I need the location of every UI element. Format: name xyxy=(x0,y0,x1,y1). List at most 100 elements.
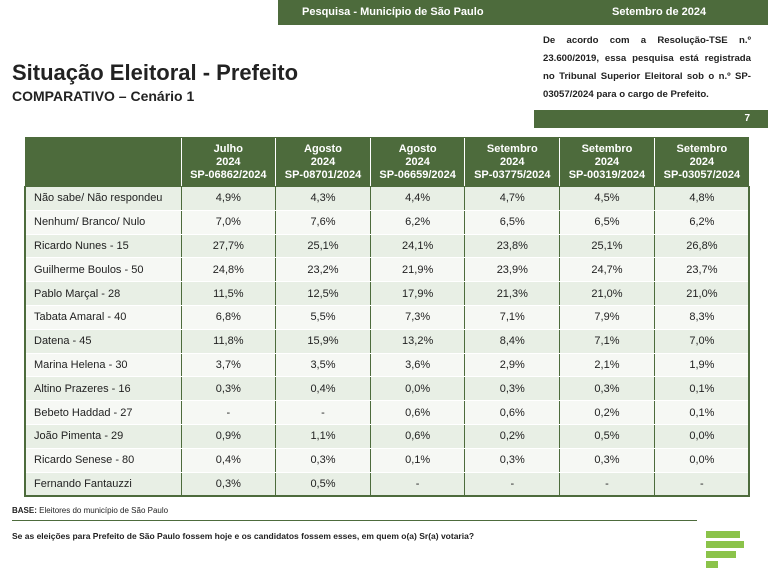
value-cell: 0,0% xyxy=(369,376,465,402)
column-header-month: Setembro xyxy=(581,142,633,155)
divider xyxy=(12,520,697,521)
row-label: Nenhum/ Branco/ Nulo xyxy=(25,210,181,235)
table-row: Ricardo Senese - 80 0,4% 0,3% 0,1% 0,3% 0,3% 0… xyxy=(25,448,749,473)
value-cell: - xyxy=(369,472,465,497)
logo-bar-3 xyxy=(706,551,736,558)
value-cell: - xyxy=(275,400,371,425)
column-header-month: Julho xyxy=(213,142,243,155)
value-cell: 0,6% xyxy=(369,424,465,449)
value-cell: 3,7% xyxy=(180,353,276,378)
row-label: João Pimenta - 29 xyxy=(25,424,181,449)
value-cell: 2,1% xyxy=(559,353,655,378)
column-header-year: 2024 xyxy=(310,155,336,168)
column-header-code: SP-03775/2024 xyxy=(474,168,551,181)
row-label: Marina Helena - 30 xyxy=(25,353,181,378)
comparison-table: Julho 2024 SP-06862/2024 Agosto 2024 SP-08701… xyxy=(24,137,750,497)
header-bar: Pesquisa - Município de São Paulo Setemb… xyxy=(278,0,768,25)
table-row: Guilherme Boulos - 50 24,8% 23,2% 21,9% 23,9… xyxy=(25,257,749,283)
table-row: João Pimenta - 29 0,9% 1,1% 0,6% 0,2% 0,5% 0,0… xyxy=(25,424,749,449)
base-label: BASE: xyxy=(12,506,37,515)
column-header-year: 2024 xyxy=(594,155,620,168)
value-cell: 1,9% xyxy=(653,353,749,378)
value-cell: 7,9% xyxy=(559,305,655,330)
value-cell: 23,8% xyxy=(464,234,560,259)
page-number-bar: 7 xyxy=(534,110,768,128)
value-cell: 8,4% xyxy=(464,329,560,354)
value-cell: 0,4% xyxy=(275,376,371,402)
value-cell: 0,3% xyxy=(464,448,560,473)
row-label: Ricardo Senese - 80 xyxy=(25,448,181,473)
value-cell: 0,3% xyxy=(559,448,655,473)
row-label: Ricardo Nunes - 15 xyxy=(25,234,181,259)
value-cell: 11,8% xyxy=(180,329,276,354)
value-cell: 7,1% xyxy=(559,329,655,354)
value-cell: 13,2% xyxy=(369,329,465,354)
value-cell: 4,4% xyxy=(369,187,465,211)
value-cell: 23,7% xyxy=(653,257,749,283)
table-header-row: Julho 2024 SP-06862/2024 Agosto 2024 SP-08701… xyxy=(25,137,749,187)
survey-date: Setembro de 2024 xyxy=(612,6,707,18)
value-cell: - xyxy=(464,472,560,497)
logo-bar-2 xyxy=(706,541,744,548)
value-cell: 6,2% xyxy=(369,210,465,235)
value-cell: 0,1% xyxy=(369,448,465,473)
value-cell: 24,1% xyxy=(369,234,465,259)
table-row: Ricardo Nunes - 15 27,7% 25,1% 24,1% 23,8% 25… xyxy=(25,234,749,259)
table-row: Pablo Marçal - 28 11,5% 12,5% 17,9% 21,3% 21,… xyxy=(25,281,749,306)
value-cell: 0,0% xyxy=(653,424,749,449)
value-cell: 0,6% xyxy=(369,400,465,425)
value-cell: 24,8% xyxy=(180,257,276,283)
value-cell: 0,9% xyxy=(180,424,276,449)
value-cell: 4,8% xyxy=(653,187,749,211)
value-cell: 0,4% xyxy=(180,448,276,473)
table-row: Nenhum/ Branco/ Nulo 7,0% 7,6% 6,2% 6,5% 6,5%… xyxy=(25,210,749,235)
column-header-code: SP-06659/2024 xyxy=(379,168,456,181)
value-cell: 6,8% xyxy=(180,305,276,330)
value-cell: 0,3% xyxy=(180,376,276,402)
value-cell: 21,0% xyxy=(559,281,655,306)
value-cell: - xyxy=(180,400,276,425)
table-row: Tabata Amaral - 40 6,8% 5,5% 7,3% 7,1% 7,9% 8,… xyxy=(25,305,749,330)
row-label: Guilherme Boulos - 50 xyxy=(25,257,181,283)
value-cell: 0,2% xyxy=(464,424,560,449)
table-row: Datena - 45 11,8% 15,9% 13,2% 8,4% 7,1% 7,0% xyxy=(25,329,749,354)
value-cell: 8,3% xyxy=(653,305,749,330)
column-header-month: Agosto xyxy=(304,142,342,155)
value-cell: 7,1% xyxy=(464,305,560,330)
column-header-month: Agosto xyxy=(398,142,437,155)
page-title: Situação Eleitoral - Prefeito xyxy=(12,60,299,85)
table-row: Fernando Fantauzzi 0,3% 0,5% - - - - xyxy=(25,472,749,497)
value-cell: 0,1% xyxy=(653,400,749,425)
header-label-cell xyxy=(25,137,181,187)
column-header-code: SP-08701/2024 xyxy=(284,168,362,181)
value-cell: 0,3% xyxy=(464,376,560,402)
value-cell: 0,3% xyxy=(180,472,276,497)
column-header-year: 2024 xyxy=(689,155,715,168)
value-cell: 0,6% xyxy=(464,400,560,425)
value-cell: 4,5% xyxy=(559,187,655,211)
bar-logo-icon xyxy=(706,531,744,568)
value-cell: 21,3% xyxy=(464,281,560,306)
column-header: Setembro 2024 SP-03057/2024 xyxy=(653,137,749,187)
value-cell: 0,3% xyxy=(275,448,371,473)
column-header-month: Setembro xyxy=(676,142,728,155)
logo-bar-1 xyxy=(706,531,740,538)
value-cell: 4,7% xyxy=(464,187,560,211)
row-label: Pablo Marçal - 28 xyxy=(25,281,181,306)
value-cell: 1,1% xyxy=(275,424,371,449)
value-cell: 7,3% xyxy=(369,305,465,330)
value-cell: 0,5% xyxy=(275,472,371,497)
value-cell: 0,2% xyxy=(559,400,655,425)
value-cell: 3,5% xyxy=(275,353,371,378)
row-label: Fernando Fantauzzi xyxy=(25,472,181,497)
value-cell: 26,8% xyxy=(653,234,749,259)
column-header-year: 2024 xyxy=(216,155,241,168)
column-header-month: Setembro xyxy=(486,142,538,155)
value-cell: 25,1% xyxy=(559,234,655,259)
value-cell: 11,5% xyxy=(180,281,276,306)
survey-question: Se as eleições para Prefeito de São Paul… xyxy=(12,531,475,541)
legal-note: De acordo com a Resolução-TSE n.º 23.600… xyxy=(543,35,751,100)
value-cell: 0,3% xyxy=(559,376,655,402)
page-number: 7 xyxy=(744,113,750,124)
row-label: Altino Prazeres - 16 xyxy=(25,376,181,402)
